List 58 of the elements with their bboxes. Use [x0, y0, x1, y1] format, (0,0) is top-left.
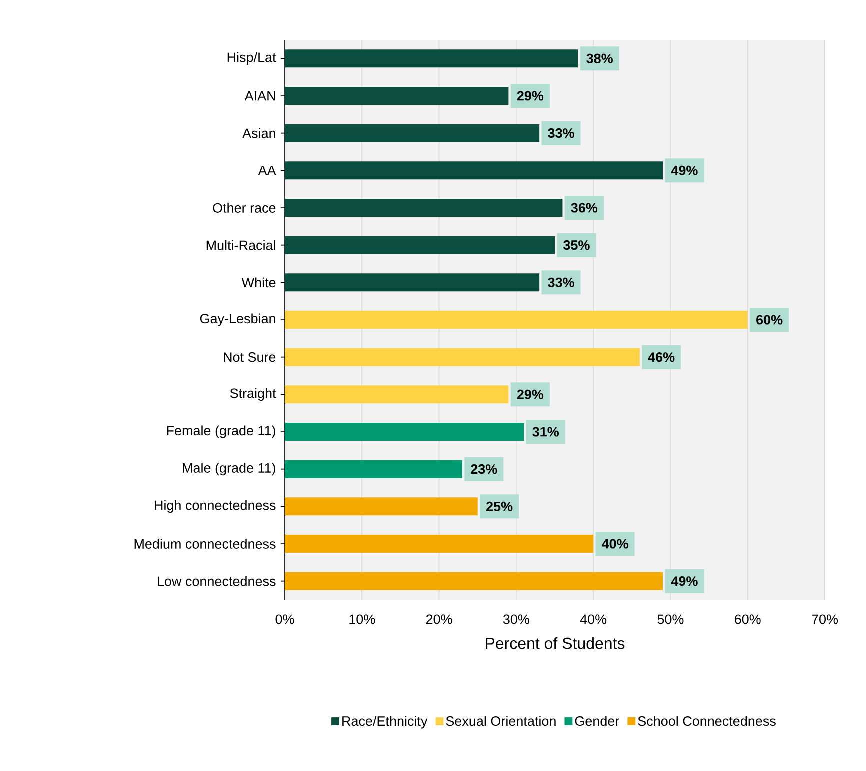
bar: [285, 50, 578, 68]
data-label: 38%: [586, 54, 613, 64]
bar: [285, 124, 540, 142]
y-tick-label: Low connectedness: [158, 576, 276, 586]
bar: [285, 422, 524, 441]
data-label: 35%: [564, 240, 590, 250]
x-tick-label: 20%: [426, 614, 452, 624]
y-tick-label: Multi-Racial: [206, 240, 276, 250]
y-tick-label: White: [242, 278, 276, 288]
y-tick-label: Female (grade 11): [167, 426, 276, 438]
data-label: 46%: [648, 352, 675, 362]
bar: [285, 572, 663, 590]
data-label: 33%: [548, 278, 574, 288]
bar: [285, 460, 462, 478]
data-label: 40%: [602, 539, 628, 549]
y-tick-label: Asian: [242, 128, 276, 138]
data-label: 23%: [471, 464, 498, 474]
bar: [285, 386, 509, 404]
data-label: 60%: [756, 315, 783, 325]
bar: [285, 86, 509, 105]
bar: [285, 348, 640, 366]
data-label: 25%: [486, 502, 513, 512]
x-tick-label: 70%: [812, 614, 838, 624]
x-tick-label: 40%: [580, 614, 607, 624]
x-tick-label: 30%: [503, 614, 530, 624]
y-tick-label: AA: [258, 166, 276, 176]
data-label: 49%: [671, 166, 698, 176]
x-tick-label: 50%: [658, 614, 684, 624]
x-axis-title: Percent of Students: [486, 637, 625, 650]
y-tick-label: Male (grade 11): [183, 463, 276, 476]
x-tick-label: 10%: [350, 614, 376, 624]
data-label: 33%: [548, 128, 574, 138]
bar: [285, 274, 540, 292]
data-label: 29%: [517, 390, 544, 400]
data-label: 49%: [671, 576, 698, 586]
y-tick-label: Medium connectedness: [134, 539, 276, 549]
y-tick-label: Hisp/Lat: [228, 52, 276, 65]
y-tick-label: High connectedness: [155, 500, 276, 513]
x-tick-label: 0%: [276, 614, 294, 624]
bar: [285, 535, 594, 553]
y-tick-label: AIAN: [244, 91, 276, 101]
bar: [285, 236, 555, 254]
y-tick-label: Straight: [230, 388, 276, 401]
bar: [285, 498, 478, 516]
legend-label: Sexual Orientation: [446, 716, 556, 726]
data-label: 31%: [532, 427, 559, 437]
data-label: 29%: [517, 91, 544, 101]
x-tick-label: 60%: [735, 614, 761, 624]
bar: [285, 162, 663, 180]
bar: [285, 310, 748, 329]
y-tick-label: Other race: [213, 203, 276, 213]
legend-label: School Connectedness: [638, 716, 776, 726]
legend-label: Gender: [575, 716, 620, 726]
legend-label: Race/Ethnicity: [342, 716, 428, 729]
data-label: 36%: [571, 203, 598, 213]
y-tick-label: Not Sure: [224, 352, 276, 362]
y-tick-label: Gay-Lesbian: [200, 314, 276, 326]
bar: [285, 198, 563, 217]
